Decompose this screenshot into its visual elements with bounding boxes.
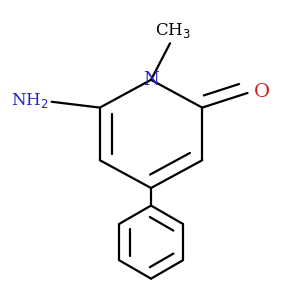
Text: CH$_3$: CH$_3$ xyxy=(155,21,191,40)
Text: N: N xyxy=(143,71,159,89)
Text: NH$_2$: NH$_2$ xyxy=(11,91,49,110)
Text: O: O xyxy=(254,82,270,100)
